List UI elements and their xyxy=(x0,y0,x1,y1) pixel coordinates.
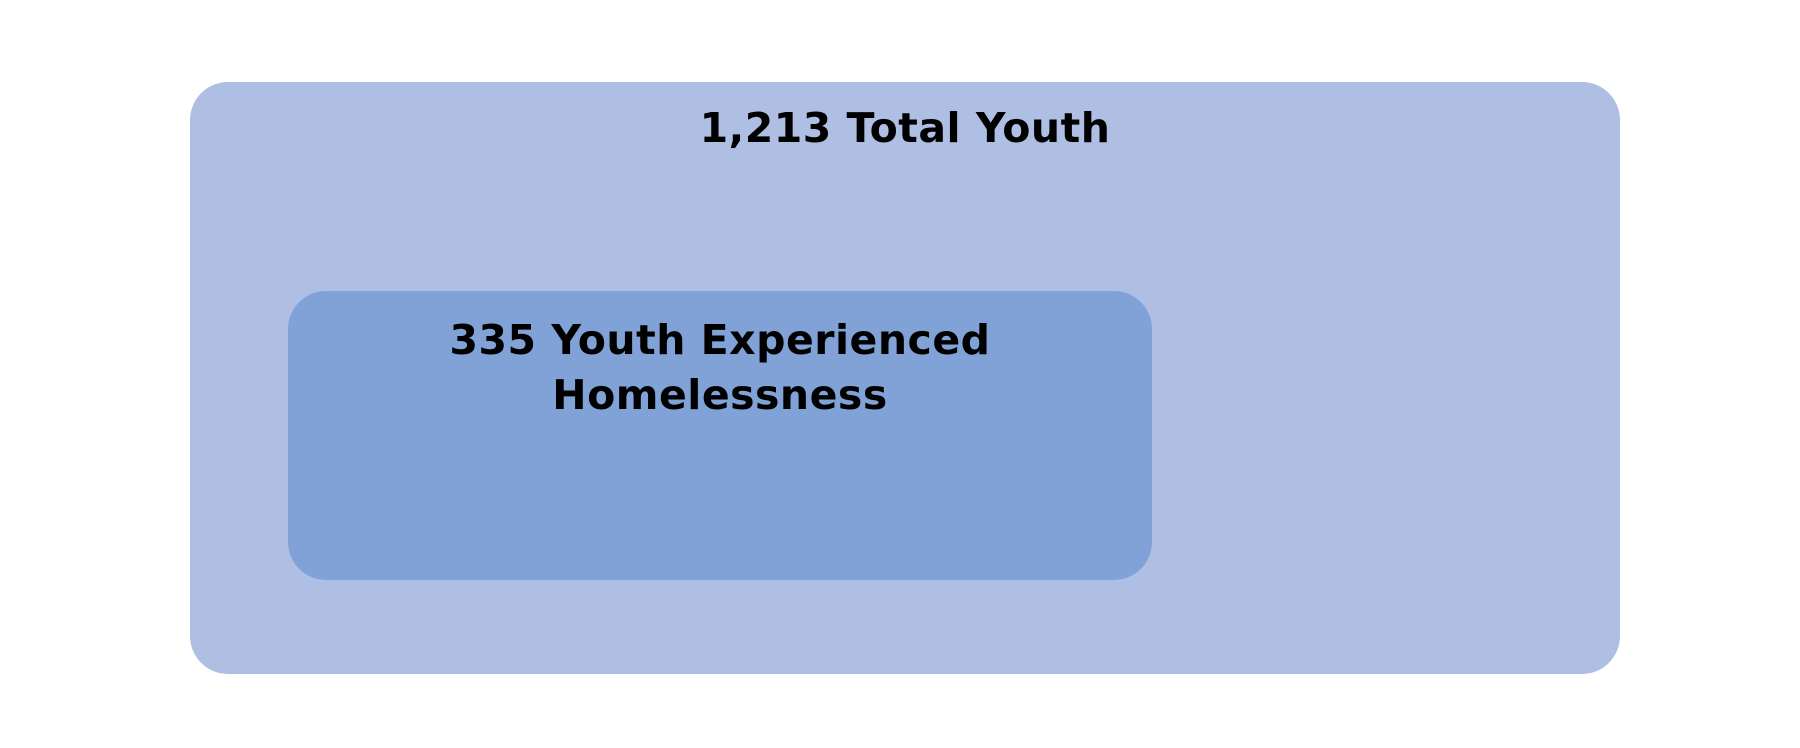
homeless-youth-label-line2: Homelessness xyxy=(552,371,888,419)
homeless-youth-box: 335 Youth Experienced Homelessness xyxy=(288,291,1152,580)
total-youth-label: 1,213 Total Youth xyxy=(699,104,1111,152)
homeless-youth-label: 335 Youth Experienced Homelessness xyxy=(288,313,1152,423)
homeless-youth-label-line1: 335 Youth Experienced xyxy=(449,316,991,364)
total-youth-box: 1,213 Total Youth 335 Youth Experienced … xyxy=(190,82,1620,674)
